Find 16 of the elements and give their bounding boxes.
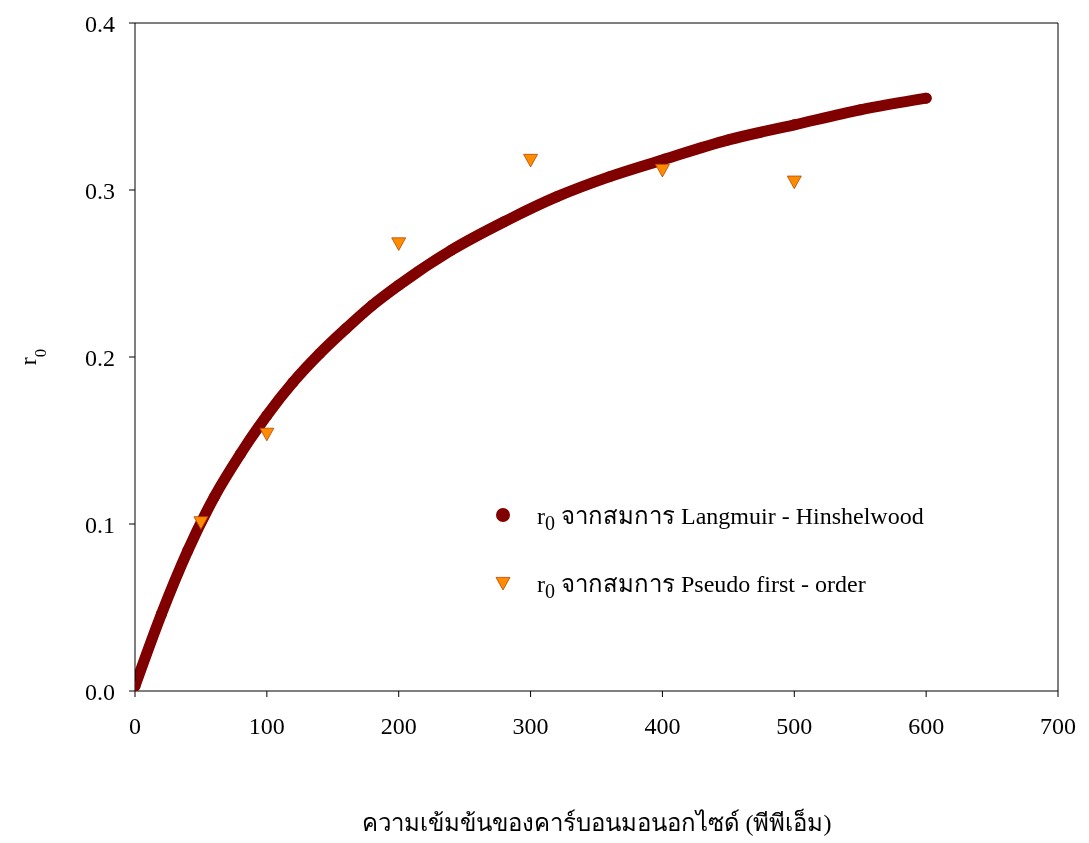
legend-label: r$_{0}$ จากสมการ Langmuir - Hinshelwood [537,501,924,535]
x-tick-label: 600 [908,713,945,740]
y-tick-label: 0.3 [85,177,115,204]
y-tick-label: 0.1 [85,511,115,538]
y-tick-label: 0.2 [85,344,115,371]
legend-label: r$_{0}$ จากสมการ Pseudo first - order [537,569,866,603]
y-tick-label: 0.4 [85,10,115,37]
x-tick-label: 300 [512,713,549,740]
y-tick-label: 0.0 [85,678,115,705]
x-tick-label: 200 [380,713,417,740]
x-tick-label: 400 [644,713,681,740]
x-tick-label: 500 [776,713,813,740]
x-tick-label: 100 [248,713,285,740]
x-axis-title: ความเข้มข้นของคาร์บอนมอนอกไซด์ (พีพีเอ็ม) [361,808,832,836]
x-tick-label: 0 [129,713,141,740]
x-tick-label: 700 [1040,713,1076,740]
